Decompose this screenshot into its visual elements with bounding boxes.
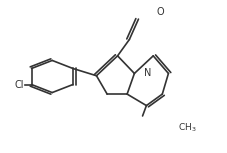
Text: O: O xyxy=(156,7,164,17)
Text: N: N xyxy=(144,68,152,78)
Text: Cl: Cl xyxy=(15,80,24,90)
Text: CH$_3$: CH$_3$ xyxy=(178,121,197,134)
